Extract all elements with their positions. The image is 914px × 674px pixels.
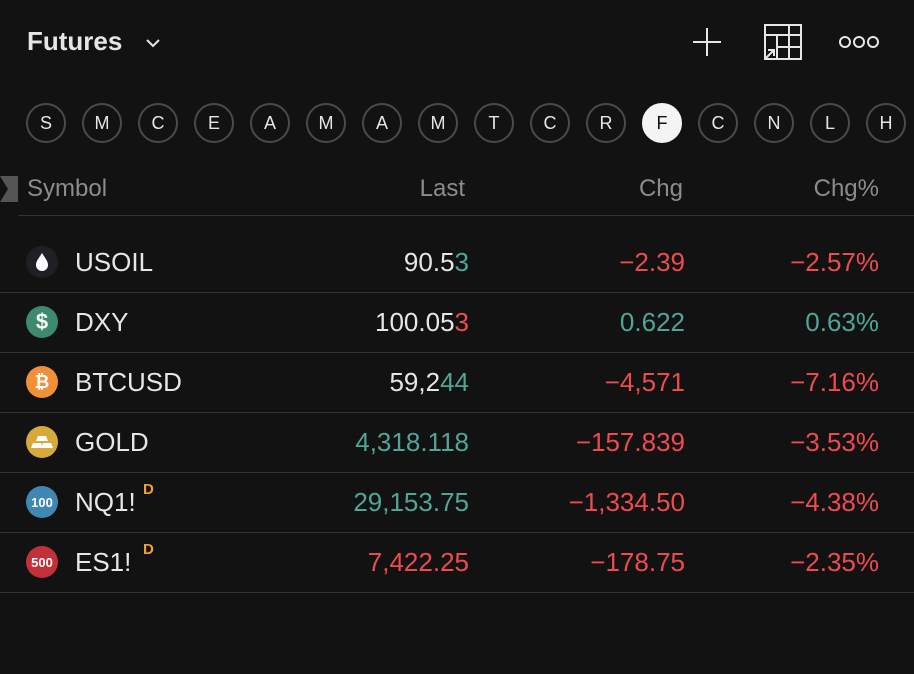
filter-tab[interactable]: C: [698, 103, 738, 143]
column-header[interactable]: Chg%: [813, 175, 879, 202]
table-view-button[interactable]: [763, 23, 803, 61]
percent-change: −4.38%: [790, 487, 879, 517]
last-price: 7,422.25: [367, 547, 469, 577]
svg-text:₿: ₿: [35, 372, 50, 393]
last-price: 59,244: [389, 367, 469, 397]
filter-tab[interactable]: H: [866, 103, 906, 143]
percent-change: −3.53%: [790, 427, 879, 457]
filter-tab[interactable]: L: [810, 103, 850, 143]
symbol-icon: 500: [26, 546, 58, 578]
percent-change: 0.63%: [805, 307, 879, 337]
symbol-icon: $: [26, 306, 58, 338]
last-price: 29,153.75: [353, 487, 469, 517]
row-divider: [0, 592, 914, 593]
percent-change: −7.16%: [790, 367, 879, 397]
price-change: −157.839: [575, 427, 685, 457]
symbol-icon: [26, 246, 58, 278]
filter-tab[interactable]: E: [194, 103, 234, 143]
symbol-name[interactable]: GOLD: [75, 427, 149, 457]
price-change: 0.622: [619, 307, 685, 337]
column-header[interactable]: Chg: [638, 175, 683, 202]
row-divider: [0, 292, 914, 293]
symbol-icon: ₿: [26, 366, 58, 398]
more-button[interactable]: [838, 32, 880, 52]
percent-change: −2.57%: [790, 247, 879, 277]
price-change: −2.39: [619, 247, 685, 277]
symbol-name[interactable]: DXY: [75, 307, 129, 337]
filter-tab[interactable]: R: [586, 103, 626, 143]
row-divider: [0, 532, 914, 533]
row-divider: [0, 352, 914, 353]
last-price: 90.53: [403, 247, 469, 277]
percent-change: −2.35%: [790, 547, 879, 577]
symbol-name[interactable]: ES1!: [75, 547, 132, 577]
filter-tab[interactable]: T: [474, 103, 514, 143]
filter-tab[interactable]: C: [138, 103, 178, 143]
symbol-name[interactable]: BTCUSD: [75, 367, 182, 397]
symbol-name[interactable]: USOIL: [75, 247, 154, 277]
price-change: −1,334.50: [568, 487, 685, 517]
filter-tab[interactable]: M: [82, 103, 122, 143]
filter-tab[interactable]: A: [250, 103, 290, 143]
filter-tab[interactable]: M: [418, 103, 458, 143]
filter-tab[interactable]: S: [26, 103, 66, 143]
delayed-badge: D: [143, 541, 154, 558]
symbol-icon: 100: [26, 486, 58, 518]
column-header[interactable]: Symbol: [27, 175, 108, 202]
list-title[interactable]: Futures: [27, 26, 123, 56]
price-change: −4,571: [604, 367, 685, 397]
filter-tab[interactable]: N: [754, 103, 794, 143]
add-button[interactable]: [690, 25, 724, 59]
collapse-tab[interactable]: [0, 176, 18, 202]
last-price: 100.053: [375, 307, 469, 337]
row-divider: [0, 412, 914, 413]
filter-tab[interactable]: M: [306, 103, 346, 143]
filter-tab[interactable]: A: [362, 103, 402, 143]
symbol-name[interactable]: NQ1!: [75, 487, 136, 517]
row-divider: [0, 472, 914, 473]
header-divider: [18, 215, 914, 216]
delayed-badge: D: [143, 481, 154, 498]
dropdown-caret[interactable]: [140, 30, 166, 56]
filter-tab[interactable]: C: [530, 103, 570, 143]
symbol-icon: [26, 426, 58, 458]
column-header[interactable]: Last: [419, 175, 465, 202]
filter-tab[interactable]: F: [642, 103, 682, 143]
last-price: 4,318.118: [355, 427, 469, 457]
price-change: −178.75: [590, 547, 685, 577]
